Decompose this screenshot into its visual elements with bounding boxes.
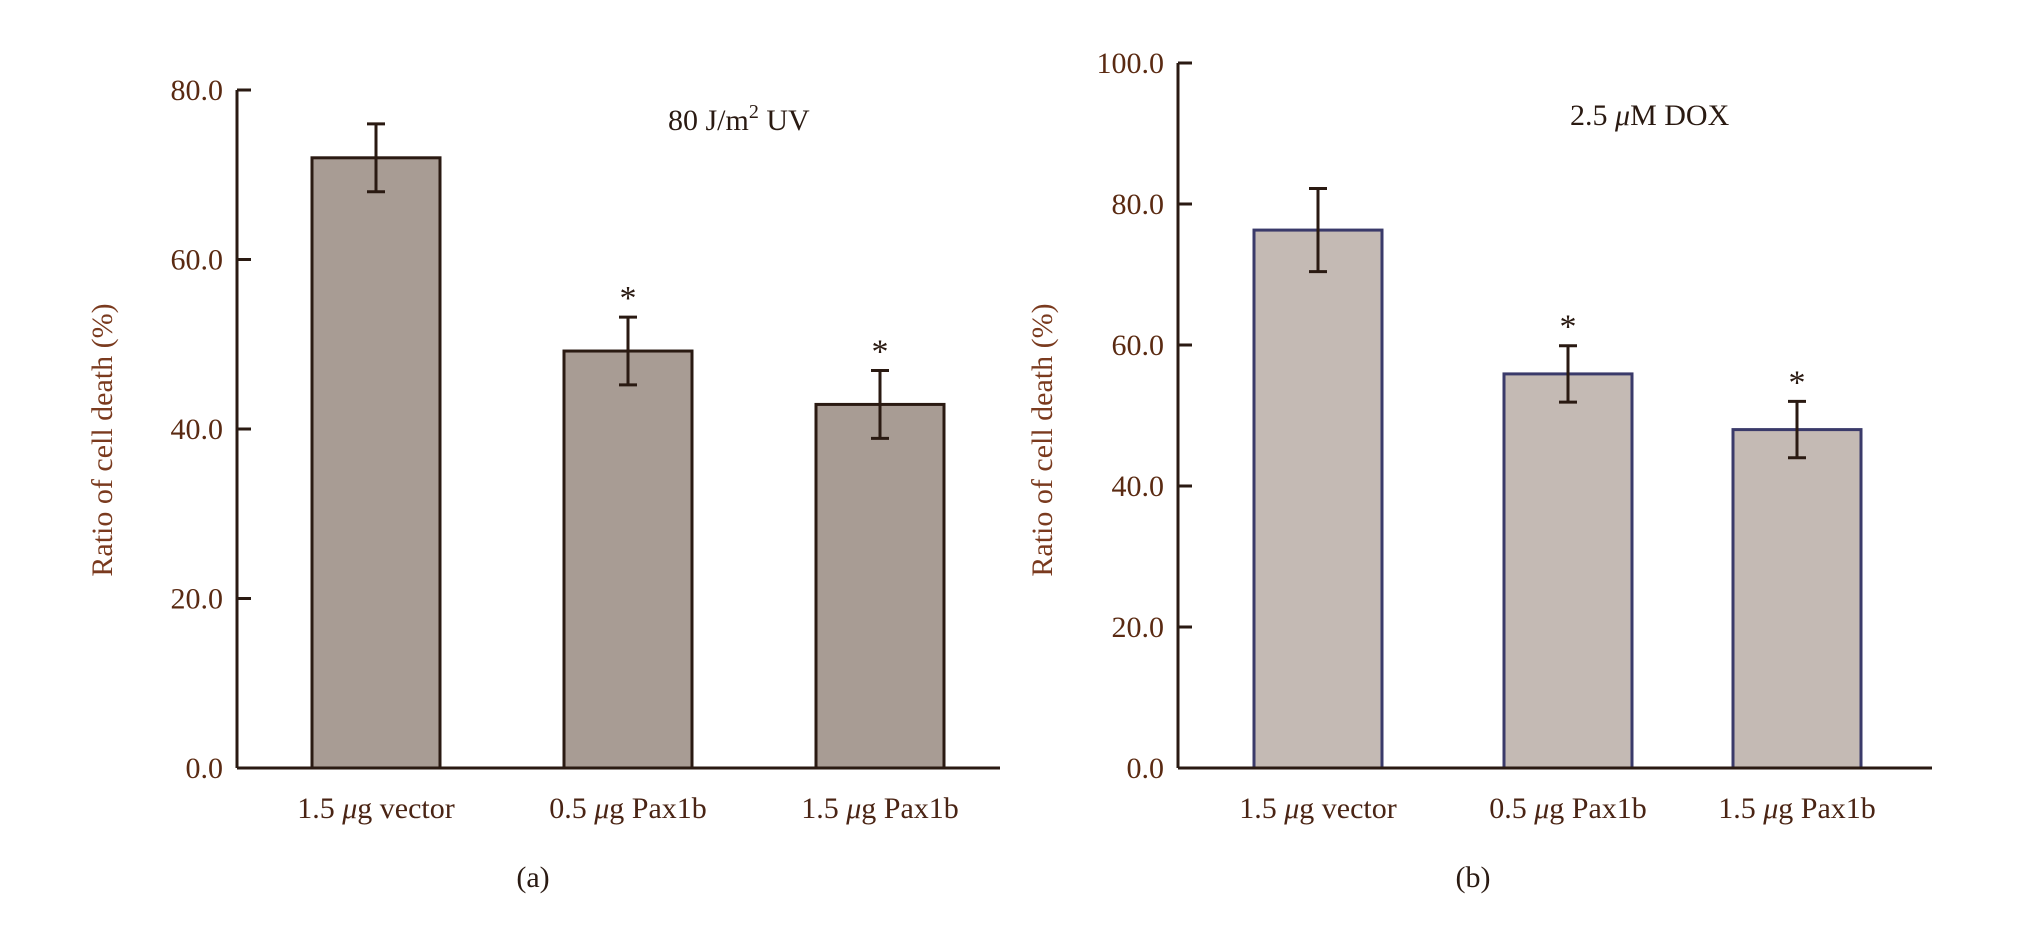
y-ticks-a: 0.0 20.0 40.0 60.0 80.0: [171, 74, 251, 785]
significance-markers-b: **: [1560, 309, 1806, 402]
significance-star-a: *: [620, 280, 637, 317]
error-bar-b: [1309, 186, 1327, 274]
x-tick-label-b: 0.5 μg Pax1b: [1489, 792, 1647, 825]
annotation-b: 2.5 μM DOX: [1570, 99, 1730, 132]
error-bar-a: [367, 122, 385, 194]
error-bars-a: [367, 122, 889, 440]
y-tick-label-b: 60.0: [1112, 329, 1165, 362]
panel-label-a: (a): [516, 861, 549, 894]
y-tick-label-a: 0.0: [186, 752, 224, 785]
error-bar-a: [871, 369, 889, 440]
y-tick-label-b: 20.0: [1112, 611, 1165, 644]
bar-a: [562, 349, 694, 770]
x-tick-label-b: 1.5 μg vector: [1239, 792, 1397, 825]
bars-a: [310, 156, 946, 770]
bars-b: [1252, 228, 1863, 770]
bar-a: [814, 402, 946, 770]
chart-panel-a: ** 0.020.040.060.080.0 1.5 μg vector 0.5 …: [86, 74, 1000, 894]
bar-b: [1502, 372, 1634, 770]
bar-a: [310, 156, 442, 770]
x-tick-label-a: 1.5 μg Pax1b: [801, 792, 959, 825]
error-bar-b: [1559, 344, 1577, 404]
y-tick-label-a: 80.0: [171, 74, 224, 107]
x-tick-label-a: 1.5 μg vector: [297, 792, 455, 825]
x-tick-label-a: 0.5 μg Pax1b: [549, 792, 707, 825]
error-bars-b: [1309, 186, 1806, 460]
y-tick-label-a: 60.0: [171, 244, 224, 277]
significance-star-a: *: [872, 334, 889, 371]
y-tick-label-b: 0.0: [1127, 752, 1165, 785]
significance-markers-a: **: [620, 280, 889, 370]
y-tick-label-b: 80.0: [1112, 188, 1165, 221]
significance-star-b: *: [1560, 309, 1577, 346]
error-bar-a: [619, 315, 637, 387]
y-ticks-b: 0.0 20.0 40.0 60.0 80.0 100.0: [1097, 47, 1192, 785]
x-tick-label-b: 1.5 μg Pax1b: [1718, 792, 1876, 825]
error-bar-b: [1788, 399, 1806, 460]
bar-b: [1731, 428, 1863, 770]
y-tick-label-a: 20.0: [171, 583, 224, 616]
annotation-a: 80 J/m2 UV: [668, 101, 810, 137]
significance-star-b: *: [1789, 364, 1806, 401]
y-axis-title-a: Ratio of cell death (%): [86, 303, 119, 576]
bar-b: [1252, 228, 1384, 770]
y-axis-title-b: Ratio of cell death (%): [1026, 303, 1059, 576]
x-tick-labels-b: 1.5 μg vector 0.5 μg Pax1b 1.5 μg Pax1b: [1239, 792, 1876, 825]
y-tick-label-b: 100.0: [1097, 47, 1165, 80]
panel-label-b: (b): [1456, 861, 1491, 894]
y-tick-label-a: 40.0: [171, 413, 224, 446]
x-tick-labels-a: 1.5 μg vector 0.5 μg Pax1b 1.5 μg Pax1b: [297, 792, 959, 825]
y-tick-label-b: 40.0: [1112, 470, 1165, 503]
